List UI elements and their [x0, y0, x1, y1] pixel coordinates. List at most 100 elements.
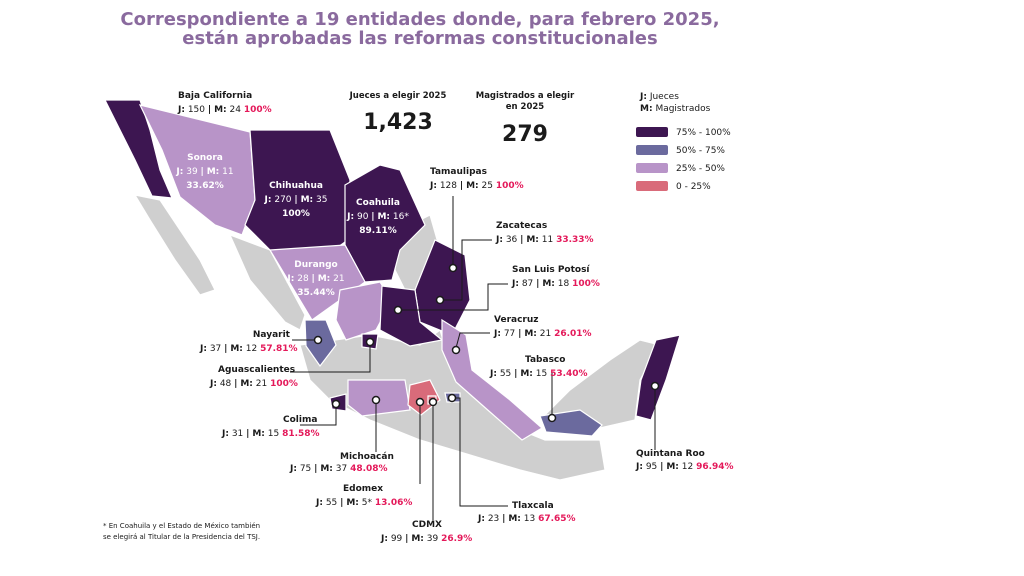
separator: | — [514, 369, 517, 379]
jueces-count: 55 — [326, 498, 337, 508]
state-labels: Baja California J: 150 | M: 24 100% Sonora… — [175, 91, 733, 544]
jueces-key: J: — [175, 167, 183, 177]
separator: | — [224, 344, 227, 354]
jueces-key: J: — [221, 429, 229, 439]
state-name: Nayarit — [253, 330, 291, 340]
key-text: Magistrados — [655, 104, 710, 114]
jueces-key: J: — [315, 498, 323, 508]
state-detail: J: 270 | M: 35 — [264, 195, 328, 205]
separator: | — [294, 195, 297, 205]
state-detail: J: 55 | M: 5* 13.06% — [315, 498, 412, 508]
leaders — [290, 196, 660, 520]
magistrados-key: M: — [508, 514, 521, 524]
state-detail: J: 87 | M: 18 100% — [511, 279, 600, 289]
magistrados-count: 37 — [336, 464, 347, 474]
state-percent: 100% — [572, 279, 600, 289]
leader-dot — [547, 413, 557, 423]
title-line: Correspondiente a 19 entidades donde, pa… — [120, 9, 719, 30]
state-detail: J: 48 | M: 21 100% — [209, 379, 298, 389]
state-percent: 100% — [270, 379, 298, 389]
state-name: Tabasco — [525, 355, 565, 365]
state-shape — [407, 379, 441, 416]
magistrados-key: M: — [542, 279, 555, 289]
state-detail: J: 37 | M: 12 57.81% — [199, 344, 298, 354]
state-detail: J: 31 | M: 15 81.58% — [221, 429, 320, 439]
state-percent: 33.33% — [556, 235, 594, 245]
magistrados-count: 12 — [682, 462, 693, 472]
map — [104, 99, 681, 481]
state-name: Coahuila — [356, 198, 400, 208]
state-percent: 81.58% — [282, 429, 320, 439]
separator: | — [208, 105, 211, 115]
jueces-key: J: — [511, 279, 519, 289]
legend-label: 25% - 50% — [676, 164, 725, 174]
magistrados-count: 15 — [268, 429, 279, 439]
separator: | — [314, 464, 317, 474]
state-detail: J: 28 | M: 21 — [286, 274, 344, 284]
state-name: Edomex — [343, 484, 383, 494]
legend-label: 50% - 75% — [676, 146, 725, 156]
state-percent: 33.62% — [186, 181, 224, 191]
magistrados-count: 39 — [427, 534, 439, 544]
state-detail: J: 150 | M: 24 100% — [177, 105, 272, 115]
legend-key: M: Magistrados — [640, 104, 711, 114]
jueces-key: J: — [209, 379, 217, 389]
magistrados-count: 5* — [362, 498, 373, 508]
total-value: 1,423 — [363, 110, 433, 135]
leader-line — [455, 332, 490, 349]
magistrados-key: M: — [666, 462, 679, 472]
jueces-count: 77 — [504, 329, 515, 339]
jueces-key: J: — [429, 181, 437, 191]
separator: | — [312, 274, 315, 284]
state-percent: 67.65% — [538, 514, 576, 524]
state-percent: 89.11% — [359, 226, 397, 236]
jueces-key: J: — [635, 462, 643, 472]
separator: | — [536, 279, 539, 289]
state-name: Quintana Roo — [636, 449, 705, 459]
magistrados-count: 11 — [222, 167, 233, 177]
separator: | — [340, 498, 343, 508]
leader-dot — [451, 345, 461, 355]
magistrados-count: 21 — [333, 274, 344, 284]
state-name: Michoacán — [340, 452, 394, 462]
leader-dot — [331, 399, 341, 409]
separator: | — [502, 514, 505, 524]
legend-swatch — [636, 145, 668, 155]
state-detail: J: 23 | M: 13 67.65% — [477, 514, 576, 524]
state-detail: J: 90 | M: 16* — [346, 212, 409, 222]
leader-line — [300, 404, 337, 426]
leader-dot — [448, 263, 458, 273]
magistrados-key: M: — [214, 105, 227, 115]
leader-dot — [415, 397, 425, 407]
total-label: Magistrados a elegir — [476, 91, 575, 101]
magistrados-key: M: — [526, 235, 539, 245]
leader-dot — [447, 393, 457, 403]
jueces-count: 90 — [357, 212, 369, 222]
jueces-key: J: — [489, 369, 497, 379]
state-percent: 53.40% — [550, 369, 588, 379]
key: M: — [640, 104, 653, 114]
legend-key: J: Jueces — [639, 92, 679, 102]
jueces-key: J: — [493, 329, 501, 339]
separator: | — [246, 429, 249, 439]
map-base — [299, 329, 606, 481]
separator: | — [234, 379, 237, 389]
state-detail: J: 55 | M: 15 53.40% — [489, 369, 588, 379]
state-percent: 100% — [282, 209, 310, 219]
magistrados-count: 12 — [246, 344, 257, 354]
jueces-count: 87 — [522, 279, 533, 289]
jueces-key: J: — [286, 274, 294, 284]
jueces-count: 128 — [440, 181, 457, 191]
leader-dot — [313, 335, 323, 345]
state-detail: J: 128 | M: 25 100% — [429, 181, 524, 191]
leader-dot — [393, 305, 403, 315]
magistrados-key: M: — [230, 344, 243, 354]
jueces-count: 270 — [274, 195, 291, 205]
jueces-count: 150 — [188, 105, 205, 115]
leader-dot — [650, 381, 660, 391]
magistrados-key: M: — [207, 167, 220, 177]
state-name: Aguascalientes — [218, 365, 295, 375]
state-percent: 100% — [496, 181, 524, 191]
legend-label: 0 - 25% — [676, 182, 711, 192]
